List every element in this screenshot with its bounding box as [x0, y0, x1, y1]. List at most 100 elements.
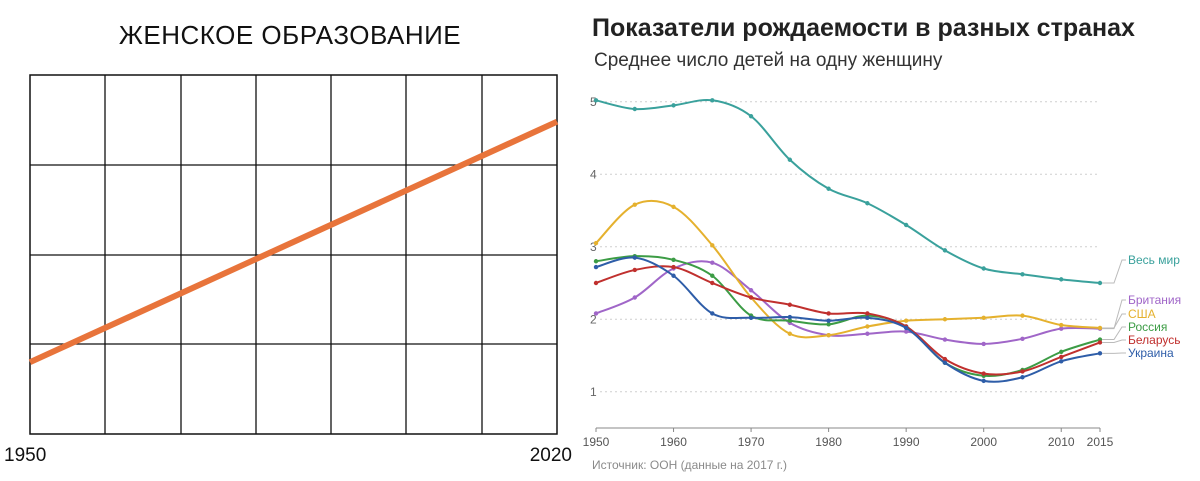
data-point	[1020, 313, 1025, 318]
data-point	[710, 260, 715, 265]
source-note: Источник: ООН (данные на 2017 г.)	[592, 458, 788, 472]
data-point	[710, 98, 715, 103]
data-point	[671, 257, 676, 262]
left-x-end-label: 2020	[530, 445, 572, 466]
left-chart-title: ЖЕНСКОЕ ОБРАЗОВАНИЕ	[118, 20, 462, 50]
data-point	[1059, 349, 1064, 355]
legend-leader-line	[1102, 339, 1126, 343]
x-tick-label: 1970	[738, 435, 765, 449]
data-point	[748, 288, 754, 293]
data-point	[1059, 322, 1064, 328]
data-point	[671, 204, 676, 210]
legend-leader-line	[1102, 326, 1126, 341]
y-tick-label: 5	[590, 95, 597, 109]
data-point	[981, 378, 986, 384]
data-point	[1097, 351, 1103, 356]
data-point	[632, 267, 637, 273]
x-tick-label: 1950	[583, 435, 610, 449]
data-point	[865, 324, 870, 329]
legend-label-Россия: Россия	[1128, 320, 1167, 334]
data-point	[981, 315, 986, 320]
data-point	[826, 311, 831, 316]
series-line-Беларусь	[595, 265, 1101, 376]
legend-leader-line	[1102, 299, 1126, 330]
data-point	[942, 356, 948, 362]
data-point	[632, 106, 637, 112]
data-point	[787, 331, 793, 336]
legend-leader-line	[1102, 259, 1126, 284]
data-point	[865, 311, 870, 316]
data-point	[632, 202, 637, 207]
data-point	[826, 318, 831, 323]
legend-label-Британия: Британия	[1128, 293, 1181, 307]
data-point	[671, 264, 676, 270]
data-point	[787, 318, 793, 323]
data-point	[593, 264, 599, 270]
y-tick-label: 2	[590, 312, 597, 326]
legend-label-Украина: Украина	[1128, 346, 1174, 360]
data-point	[593, 240, 599, 246]
right-axis: 1 2 3 4 5 1950 1960 1970 1980 1990 2000 2010 2015	[583, 95, 1114, 449]
data-point	[1020, 336, 1025, 342]
right-chart: 1 2 3 4 5 1950 1960 1970 1980 1990 2000 2010 2015 Ве…	[583, 95, 1181, 449]
data-point	[942, 337, 948, 342]
data-point	[671, 103, 676, 108]
data-point	[942, 248, 948, 253]
data-point	[981, 371, 986, 376]
data-point	[1097, 280, 1103, 286]
data-point	[787, 314, 793, 320]
x-tick-label: 1990	[893, 435, 920, 449]
y-tick-label: 3	[590, 240, 597, 254]
data-point	[671, 273, 676, 278]
data-point	[787, 157, 793, 162]
data-point	[1059, 277, 1064, 282]
left-x-start-label: 1950	[4, 445, 46, 466]
y-tick-label: 4	[590, 167, 597, 181]
x-tick-label: 1980	[815, 435, 842, 449]
data-point	[632, 295, 637, 300]
legend-label-США: США	[1128, 307, 1156, 321]
left-series	[28, 118, 559, 365]
legend-leader-line	[1102, 313, 1126, 329]
data-point	[748, 315, 754, 320]
data-point	[826, 333, 831, 338]
right-series	[593, 98, 1103, 384]
data-point	[981, 266, 986, 271]
data-point	[903, 318, 909, 323]
data-point	[903, 329, 909, 334]
series-line-Украина	[595, 256, 1101, 383]
right-chart-subtitle: Среднее число детей на одну женщину	[594, 50, 943, 71]
data-point	[826, 322, 831, 327]
data-point	[865, 201, 870, 206]
data-point	[903, 222, 909, 228]
data-point	[593, 98, 599, 103]
data-point	[1097, 340, 1103, 345]
data-point	[748, 295, 754, 300]
data-point	[593, 311, 599, 316]
legend-label-Беларусь: Беларусь	[1128, 333, 1180, 347]
data-point	[1059, 359, 1064, 364]
left-chart: 1950 2020	[4, 74, 572, 466]
data-point	[1059, 326, 1064, 331]
right-chart-title: Показатели рождаемости в разных странах	[592, 14, 1135, 42]
data-point	[1020, 272, 1025, 277]
series-line-США	[595, 199, 1101, 339]
data-point	[632, 255, 637, 260]
right-grid	[600, 101, 1100, 393]
data-point	[903, 325, 909, 331]
data-point	[1059, 354, 1064, 360]
x-tick-label: 2015	[1087, 435, 1114, 449]
x-tick-label: 1960	[660, 435, 687, 449]
data-point	[710, 280, 715, 286]
left-grid	[29, 74, 558, 435]
data-point	[593, 280, 599, 286]
data-point	[981, 341, 986, 347]
data-point	[1020, 369, 1025, 374]
left-series-line	[28, 118, 559, 365]
series-line-Весь мир	[595, 98, 1101, 284]
data-point	[1097, 325, 1103, 331]
x-tick-label: 2000	[970, 435, 997, 449]
data-point	[865, 315, 870, 320]
